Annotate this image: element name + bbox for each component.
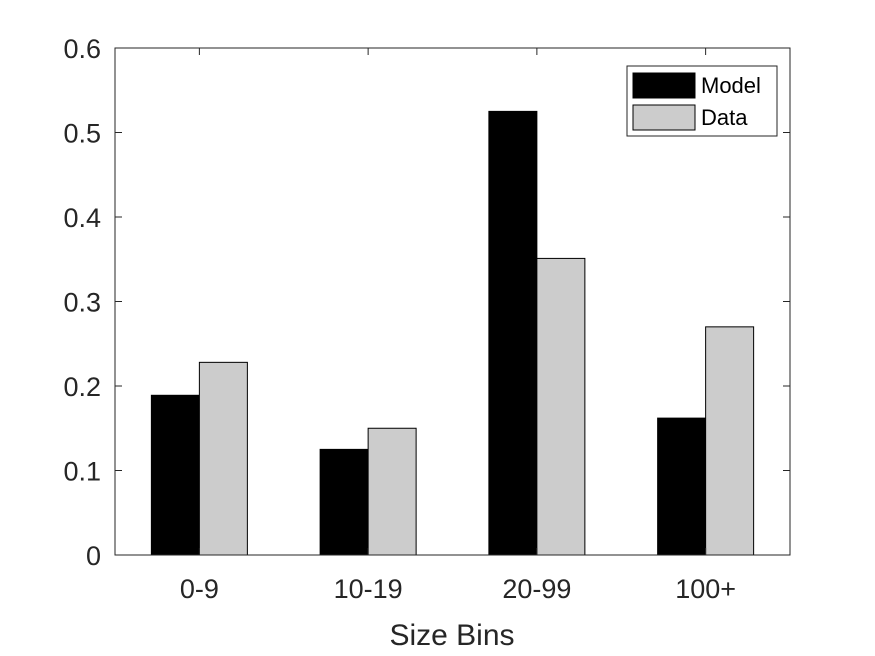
x-axis: 0-9 10-19 20-99 100+ xyxy=(180,48,736,604)
legend-label-data: Data xyxy=(701,105,748,130)
legend-label-model: Model xyxy=(701,73,761,98)
plot-frame xyxy=(114,47,791,556)
x-tick-label: 10-19 xyxy=(334,574,403,604)
bar-model-3 xyxy=(488,110,538,556)
x-tick-label: 0-9 xyxy=(180,574,219,604)
y-tick-label: 0.3 xyxy=(63,288,101,318)
x-axis-title: Size Bins xyxy=(389,619,514,652)
bar-model-2 xyxy=(319,448,369,556)
bar-data-1 xyxy=(198,361,248,556)
bar-model-4 xyxy=(657,417,707,556)
y-tick-label: 0.2 xyxy=(63,372,101,402)
bar-model-1 xyxy=(150,394,200,556)
legend-swatch-model xyxy=(632,72,696,99)
x-tick-label: 20-99 xyxy=(502,574,571,604)
bar-data-2 xyxy=(367,427,417,556)
bar-data-4 xyxy=(705,326,755,556)
y-tick-label: 0 xyxy=(86,541,101,571)
y-tick-label: 0.6 xyxy=(63,34,101,64)
x-tick-label: 100+ xyxy=(675,574,736,604)
y-tick-label: 0.1 xyxy=(63,457,101,487)
bars xyxy=(150,110,755,556)
y-axis: 0 0.1 0.2 0.3 0.4 0.5 0.6 xyxy=(63,34,790,571)
bar-data-3 xyxy=(536,257,586,556)
legend-swatch-data xyxy=(632,104,696,131)
legend: Model Data xyxy=(626,65,778,137)
y-tick-label: 0.5 xyxy=(63,119,101,149)
y-tick-label: 0.4 xyxy=(63,203,101,233)
